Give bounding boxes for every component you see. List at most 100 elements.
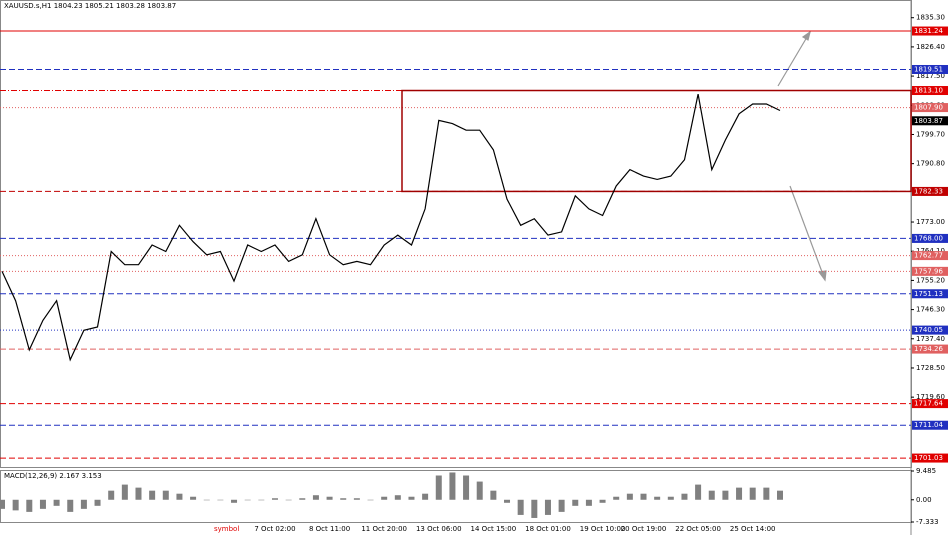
macd-bar: [381, 496, 388, 500]
x-tick-label: 7 Oct 02:00: [254, 525, 295, 533]
level-label-box: [912, 399, 948, 409]
level-label: 1768.00: [914, 234, 943, 242]
macd-bar: [271, 498, 278, 500]
macd-bar: [190, 496, 197, 500]
macd-bar: [572, 499, 579, 506]
macd-bar: [517, 499, 524, 515]
arrow-head: [801, 30, 811, 41]
macd-bar: [763, 487, 770, 500]
macd-bar: [585, 499, 592, 506]
level-label-box: [912, 289, 948, 299]
y-tick-label: 1817.50: [916, 72, 945, 80]
level-label: 1740.05: [914, 326, 943, 334]
level-label-box: [912, 233, 948, 243]
x-tick-label: 20 Oct 19:00: [621, 525, 667, 533]
x-tick-label: 13 Oct 06:00: [416, 525, 462, 533]
x-tick-label: 25 Oct 14:00: [730, 525, 776, 533]
macd-bar: [394, 495, 401, 500]
macd-bar: [121, 484, 128, 500]
level-label: 1782.33: [914, 187, 943, 195]
macd-bar: [67, 499, 74, 512]
macd-bar: [353, 498, 360, 500]
macd-bar: [654, 496, 661, 500]
macd-bar: [708, 490, 715, 500]
level-label: 1717.64: [914, 400, 943, 408]
macd-bar: [367, 499, 374, 501]
macd-bar: [449, 472, 456, 500]
y-tick-label: 1737.40: [916, 335, 945, 343]
level-label-box: [912, 64, 948, 74]
level-label-box: [912, 26, 948, 36]
level-label: 1711.04: [914, 421, 943, 429]
y-tick-label: 1773.00: [916, 218, 945, 226]
y-tick-label: 1790.80: [916, 160, 945, 168]
macd-tick-label: -7.333: [916, 518, 939, 526]
macd-bar: [244, 499, 251, 501]
level-label: 1803.87: [914, 117, 943, 125]
macd-bar: [312, 495, 319, 500]
y-tick-label: 1835.30: [916, 14, 945, 22]
macd-bar: [626, 493, 633, 500]
macd-bar: [613, 496, 620, 500]
macd-bar: [640, 493, 647, 500]
y-tick-label: 1799.70: [916, 130, 945, 138]
macd-bar: [108, 490, 115, 500]
macd-bar: [599, 499, 606, 503]
macd-bar: [736, 487, 743, 500]
macd-bar: [408, 496, 415, 500]
macd-bar: [39, 499, 46, 509]
macd-bar: [558, 499, 565, 512]
chart-title: XAUUSD.s,H1 1804.23 1805.21 1803.28 1803…: [4, 2, 176, 10]
macd-bar: [422, 493, 429, 500]
level-label: 1762.77: [914, 252, 943, 260]
macd-bar: [435, 475, 442, 500]
macd-bar: [340, 498, 347, 500]
x-tick-label: 14 Oct 15:00: [471, 525, 517, 533]
macd-bar: [217, 499, 224, 501]
macd-bar: [0, 499, 5, 509]
level-label: 1701.03: [914, 454, 943, 462]
level-label-box: [912, 266, 948, 276]
macd-bar: [26, 499, 33, 512]
macd-bar: [695, 484, 702, 500]
x-tick-label: 19 Oct 10:00: [580, 525, 626, 533]
macd-title: MACD(12,26,9) 2.167 3.153: [4, 472, 102, 480]
y-tick-label: 1719.60: [916, 393, 945, 401]
y-tick-label: 1728.50: [916, 364, 945, 372]
macd-bar: [80, 499, 87, 509]
level-label-box: [912, 453, 948, 463]
macd-bar: [463, 475, 470, 500]
macd-bar: [53, 499, 60, 506]
level-label-box: [912, 420, 948, 430]
macd-bar: [94, 499, 101, 506]
level-label-box: [912, 325, 948, 335]
macd-bar: [531, 499, 538, 518]
macd-bar: [285, 499, 292, 501]
macd-bar: [299, 498, 306, 500]
macd-bar: [749, 487, 756, 500]
level-label-box: [912, 344, 948, 354]
level-label: 1757.96: [914, 267, 943, 275]
y-tick-label: 1826.40: [916, 43, 945, 51]
macd-bar: [326, 496, 333, 500]
y-tick-label: 1755.20: [916, 276, 945, 284]
macd-bar: [258, 499, 265, 501]
macd-bar: [681, 493, 688, 500]
level-label-box: [912, 186, 948, 196]
symbol-tag: symbol: [214, 525, 239, 533]
x-tick-label: 11 Oct 20:00: [361, 525, 407, 533]
macd-bar: [722, 490, 729, 500]
macd-bar: [231, 499, 238, 503]
macd-bar: [667, 496, 674, 500]
zone-box: [401, 89, 912, 193]
macd-bar: [149, 490, 156, 500]
arrow-down: [789, 185, 826, 281]
level-label: 1819.51: [914, 65, 943, 73]
macd-bar: [476, 481, 483, 500]
level-label: 1734.26: [914, 345, 943, 353]
macd-tick-label: 0.00: [916, 496, 932, 504]
x-tick-label: 18 Oct 01:00: [525, 525, 571, 533]
level-label: 1751.13: [914, 290, 943, 298]
